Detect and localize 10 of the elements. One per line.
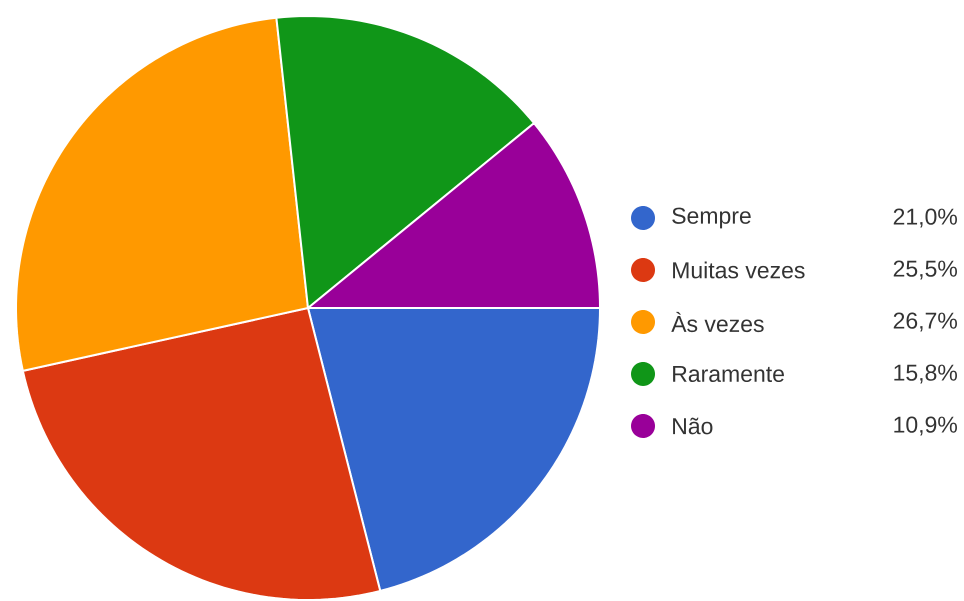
legend-label: Raramente: [673, 366, 784, 382]
legend-label: Não: [673, 418, 712, 434]
data-label: 15,8%: [894, 364, 957, 384]
legend-label: Às vezes: [671, 312, 764, 332]
data-label: 26,7%: [894, 312, 957, 332]
data-label: 10,9%: [894, 416, 957, 436]
legend-label: Sempre: [672, 208, 751, 228]
legend-label: Muitas vezes: [673, 262, 805, 278]
data-label: 21,0%: [894, 208, 957, 228]
data-label: 25,5%: [894, 260, 957, 280]
